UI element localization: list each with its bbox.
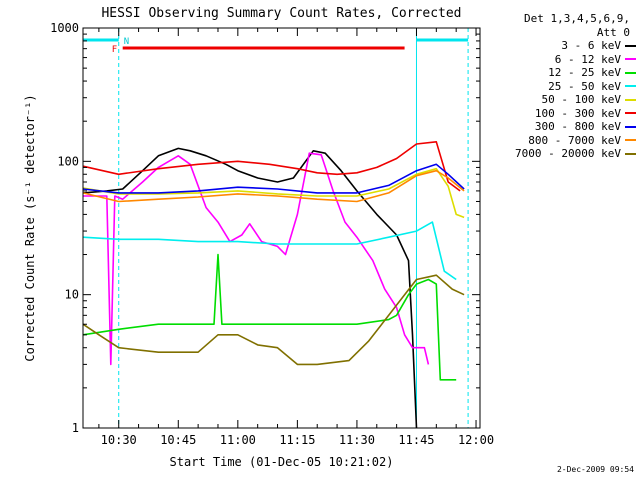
series-line-6 — [82, 163, 465, 194]
legend-header-line1: Det 1,3,4,5,6,9, — [524, 12, 630, 25]
series-line-4 — [82, 167, 465, 219]
series-line-3 — [82, 221, 457, 281]
legend-swatch-4 — [625, 98, 636, 101]
legend-label-1: 6 - 12 keV — [554, 52, 621, 66]
legend-swatch-7 — [625, 139, 636, 142]
legend-swatch-1 — [625, 58, 636, 61]
legend-entries: 3 - 6 keV 6 - 12 keV 12 - 25 keV 25 - 50 ke… — [488, 39, 636, 161]
legend-label-5: 100 - 300 keV — [534, 106, 621, 120]
series-line-2 — [82, 253, 457, 381]
x-tick-label-1: 10:45 — [160, 433, 196, 447]
y-tick-label-3: 1000 — [50, 21, 79, 35]
legend-label-0: 3 - 6 keV — [561, 39, 621, 52]
legend-label-6: 300 - 800 keV — [534, 120, 621, 133]
legend-entry-3: 25 - 50 keV — [488, 80, 636, 94]
series-line-7 — [82, 169, 465, 203]
y-tick-label-2: 100 — [57, 154, 79, 168]
legend-label-4: 50 - 100 keV — [541, 93, 621, 106]
x-tick-label-6: 12:00 — [458, 433, 494, 447]
legend-label-7: 800 - 7000 keV — [528, 133, 621, 147]
legend-entry-6: 300 - 800 keV — [488, 120, 636, 134]
chart-title: HESSI Observing Summary Count Rates, Cor… — [101, 6, 461, 21]
legend-entry-2: 12 - 25 keV — [488, 66, 636, 80]
legend-entry-1: 6 - 12 keV — [488, 53, 636, 67]
y-axis-label: Corrected Count Rate (s⁻¹ detector⁻¹) — [23, 94, 37, 361]
legend-label-3: 25 - 50 keV — [548, 79, 621, 93]
x-tick-label-3: 11:15 — [279, 433, 315, 447]
legend-swatch-0 — [625, 44, 636, 47]
legend-entry-5: 100 - 300 keV — [488, 107, 636, 121]
series-line-1 — [83, 152, 430, 366]
legend-label-8: 7000 - 20000 keV — [515, 147, 621, 160]
plot-frame — [82, 27, 481, 429]
legend-swatch-3 — [625, 85, 636, 88]
x-axis-label: Start Time (01-Dec-05 10:21:02) — [170, 455, 394, 469]
x-tick-label-4: 11:30 — [339, 433, 375, 447]
legend-swatch-5 — [625, 112, 636, 115]
legend-label-2: 12 - 25 keV — [548, 66, 621, 79]
legend: Det 1,3,4,5,6,9, Att 0 3 - 6 keV 6 - 12 k… — [488, 12, 636, 161]
legend-swatch-2 — [625, 71, 636, 74]
x-tick-label-5: 11:45 — [398, 433, 434, 447]
flag-F-label: F — [112, 45, 117, 55]
legend-swatch-8 — [625, 152, 636, 155]
legend-entry-7: 800 - 7000 keV — [488, 134, 636, 148]
legend-entry-4: 50 - 100 keV — [488, 93, 636, 107]
generation-timestamp: 2-Dec-2009 09:54 — [556, 465, 634, 474]
y-tick-label-0: 1 — [72, 421, 79, 435]
x-tick-label-2: 11:00 — [220, 433, 256, 447]
legend-entry-0: 3 - 6 keV — [488, 39, 636, 53]
series-line-0 — [82, 147, 418, 429]
legend-swatch-6 — [625, 125, 636, 128]
y-tick-label-1: 10 — [65, 288, 79, 302]
series-line-8 — [82, 274, 465, 366]
x-tick-label-0: 10:30 — [101, 433, 137, 447]
legend-header-line2: Att 0 — [596, 25, 630, 39]
legend-entry-8: 7000 - 20000 keV — [488, 147, 636, 161]
series-line-5 — [82, 141, 461, 192]
flag-N-label: N — [124, 37, 129, 47]
